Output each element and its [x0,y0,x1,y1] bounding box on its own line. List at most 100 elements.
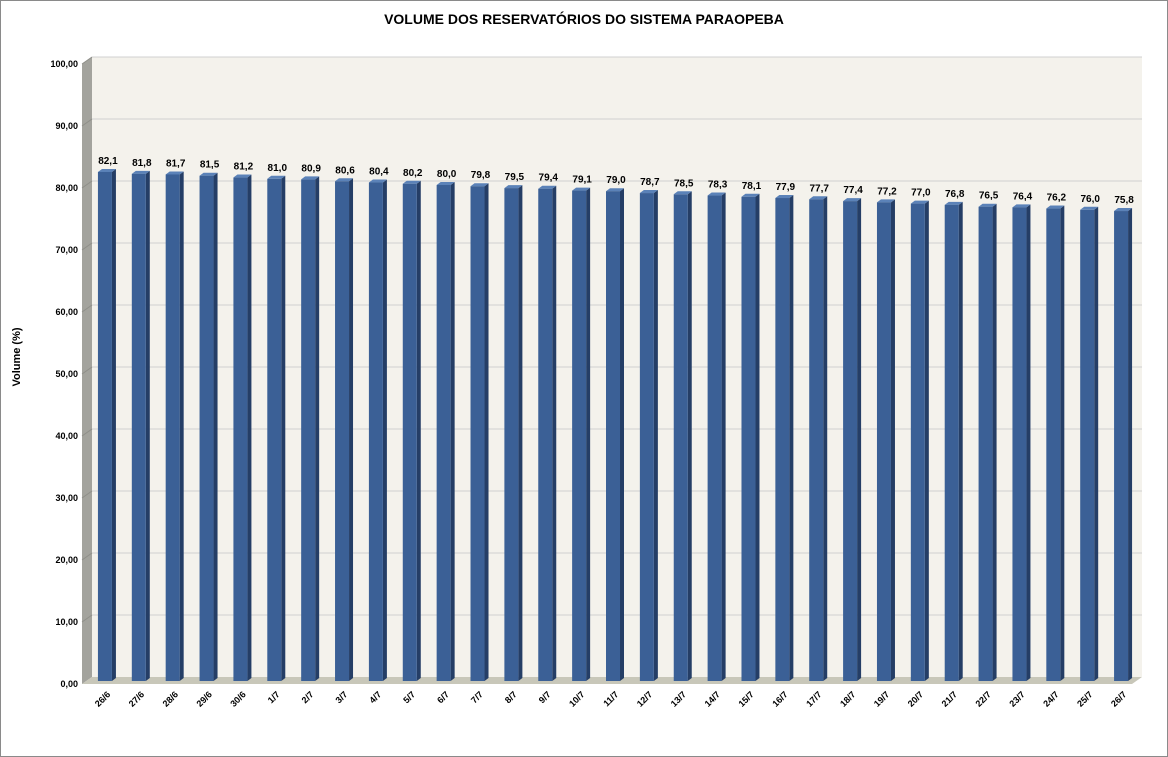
x-tick-label: 19/7 [872,689,891,708]
bar-top [843,198,862,202]
bar-side [247,174,252,681]
bar-top [368,179,387,183]
bar [538,188,553,681]
bar-top [606,188,624,192]
bar [1012,207,1027,681]
x-tick-label: 11/7 [601,689,620,708]
bar-side [890,199,895,682]
gridline-side [81,614,93,623]
bar-top [470,183,489,187]
data-label: 80,6 [335,165,355,176]
data-label: 78,5 [674,178,694,189]
data-label: 77,0 [911,188,931,199]
x-tick-label: 2/7 [300,689,316,705]
x-tick-label: 24/7 [1041,689,1060,708]
bar-top [944,201,963,205]
bar-side [382,179,387,681]
bar-top [572,187,591,191]
data-label: 81,5 [200,160,220,171]
bar [809,199,824,681]
bar-top [199,172,218,176]
x-tick-label: 13/7 [669,689,688,708]
bar-top [267,175,286,179]
bar-top [1012,204,1031,208]
bar-top [301,176,320,180]
x-tick-label: 27/6 [127,689,146,708]
data-label: 77,7 [809,183,829,194]
bar [301,179,316,682]
bar [707,195,722,682]
bar [606,191,620,681]
gridline-side [81,428,93,437]
bar-top [809,196,828,200]
bar-side [1094,206,1099,682]
bar-side [823,196,828,681]
bar [470,186,485,682]
bar-side [789,195,794,681]
bar-side [1128,208,1133,682]
data-label: 78,3 [708,180,728,191]
bar-side [992,203,997,681]
data-label: 80,2 [403,168,423,179]
bar [741,196,756,681]
data-label: 76,0 [1080,194,1100,205]
bar-side [518,185,523,681]
bar-top [335,178,354,182]
x-tick-label: 26/7 [1109,689,1128,708]
bar-top [165,171,184,175]
x-tick-label: 22/7 [974,689,993,708]
bar-side [958,201,963,681]
x-tick-label: 21/7 [940,689,959,708]
data-label: 76,4 [1013,191,1033,202]
bar [1080,209,1095,682]
bar [97,171,112,682]
bar-top [436,182,455,185]
bar-side [450,182,455,681]
x-tick-label: 5/7 [401,689,417,705]
x-tick-label: 23/7 [1007,689,1026,708]
x-tick-label: 7/7 [469,689,485,705]
data-label: 77,2 [877,186,897,197]
x-tick-label: 1/7 [266,689,282,705]
x-tick-label: 17/7 [804,689,823,708]
bar-side [586,187,591,681]
gridline-side [81,56,93,65]
bar-side [281,175,286,682]
bar-top [1080,206,1099,210]
data-label: 75,8 [1114,195,1134,206]
bar-top [1114,208,1133,212]
data-label: 79,0 [606,175,626,186]
bar [572,190,587,681]
bar-top [775,195,794,199]
bar-top [233,174,252,178]
data-label: 81,0 [268,163,288,174]
chart-title: VOLUME DOS RESERVATÓRIOS DO SISTEMA PARA… [384,11,784,27]
data-label: 78,7 [640,177,660,188]
bar-top [978,203,997,207]
data-label: 81,7 [166,158,186,169]
bar-side [755,193,760,681]
y-tick-label: 100,00 [50,59,78,69]
bar-top [639,190,658,194]
bar-top [402,180,421,184]
bar [165,174,180,681]
bar-side [213,172,218,681]
bar [843,201,858,681]
bar-top [910,200,929,204]
bar-top [876,199,895,203]
bar-top [97,168,116,172]
y-tick-label: 90,00 [55,121,78,131]
gridline-side [81,490,93,499]
bar-top [131,170,150,174]
bar [673,194,688,682]
data-label: 80,0 [437,169,457,180]
bar-top [1046,205,1065,209]
bar-top [707,192,726,196]
bar-side [653,190,658,681]
bar-side [111,168,116,682]
y-tick-label: 80,00 [55,183,78,193]
bar [436,185,451,681]
bar [335,181,350,681]
gridline-side [81,242,93,251]
